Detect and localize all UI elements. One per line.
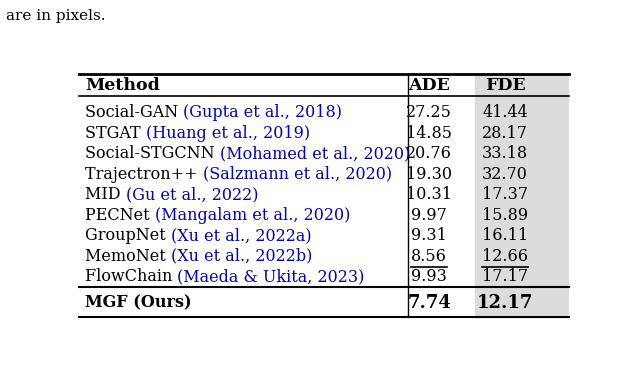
Text: 28.17: 28.17 bbox=[482, 125, 528, 142]
Text: are in pixels.: are in pixels. bbox=[6, 9, 106, 23]
Text: 33.18: 33.18 bbox=[482, 145, 528, 162]
Text: 7.74: 7.74 bbox=[407, 294, 451, 312]
Text: 16.11: 16.11 bbox=[482, 227, 528, 244]
Text: Method: Method bbox=[85, 77, 160, 94]
Text: 9.97: 9.97 bbox=[411, 207, 447, 224]
Text: (Gu et al., 2022): (Gu et al., 2022) bbox=[126, 186, 258, 204]
Text: Trajectron++: Trajectron++ bbox=[85, 166, 203, 183]
Text: FDE: FDE bbox=[485, 77, 525, 94]
Text: 10.31: 10.31 bbox=[406, 186, 453, 204]
Text: (Gupta et al., 2018): (Gupta et al., 2018) bbox=[183, 104, 343, 121]
Text: 20.76: 20.76 bbox=[406, 145, 452, 162]
Text: MID: MID bbox=[85, 186, 126, 204]
Text: 27.25: 27.25 bbox=[406, 104, 452, 121]
Text: 41.44: 41.44 bbox=[482, 104, 528, 121]
Text: GroupNet: GroupNet bbox=[85, 227, 171, 244]
Text: (Xu et al., 2022a): (Xu et al., 2022a) bbox=[171, 227, 312, 244]
Text: (Huang et al., 2019): (Huang et al., 2019) bbox=[145, 125, 310, 142]
Text: 9.93: 9.93 bbox=[411, 268, 447, 285]
Text: 12.66: 12.66 bbox=[482, 248, 528, 265]
Text: 8.56: 8.56 bbox=[411, 248, 447, 265]
Text: Social-GAN: Social-GAN bbox=[85, 104, 183, 121]
Text: (Xu et al., 2022b): (Xu et al., 2022b) bbox=[171, 248, 312, 265]
Text: 9.31: 9.31 bbox=[411, 227, 447, 244]
Text: 14.85: 14.85 bbox=[406, 125, 453, 142]
Text: 19.30: 19.30 bbox=[406, 166, 453, 183]
Text: 17.37: 17.37 bbox=[482, 186, 528, 204]
Text: (Mangalam et al., 2020): (Mangalam et al., 2020) bbox=[155, 207, 350, 224]
Text: STGAT: STGAT bbox=[85, 125, 145, 142]
Text: (Maeda & Ukita, 2023): (Maeda & Ukita, 2023) bbox=[178, 268, 365, 285]
Text: (Mohamed et al., 2020): (Mohamed et al., 2020) bbox=[220, 145, 410, 162]
Text: 32.70: 32.70 bbox=[482, 166, 528, 183]
Text: ADE: ADE bbox=[408, 77, 450, 94]
Bar bbox=[475, 74, 569, 317]
Text: FlowChain: FlowChain bbox=[85, 268, 178, 285]
Text: MGF (Ours): MGF (Ours) bbox=[85, 295, 191, 312]
Text: 15.89: 15.89 bbox=[482, 207, 528, 224]
Text: 17.17: 17.17 bbox=[482, 268, 528, 285]
Text: PECNet: PECNet bbox=[85, 207, 155, 224]
Text: Social-STGCNN: Social-STGCNN bbox=[85, 145, 220, 162]
Text: 12.17: 12.17 bbox=[477, 294, 533, 312]
Text: (Salzmann et al., 2020): (Salzmann et al., 2020) bbox=[203, 166, 392, 183]
Text: MemoNet: MemoNet bbox=[85, 248, 171, 265]
